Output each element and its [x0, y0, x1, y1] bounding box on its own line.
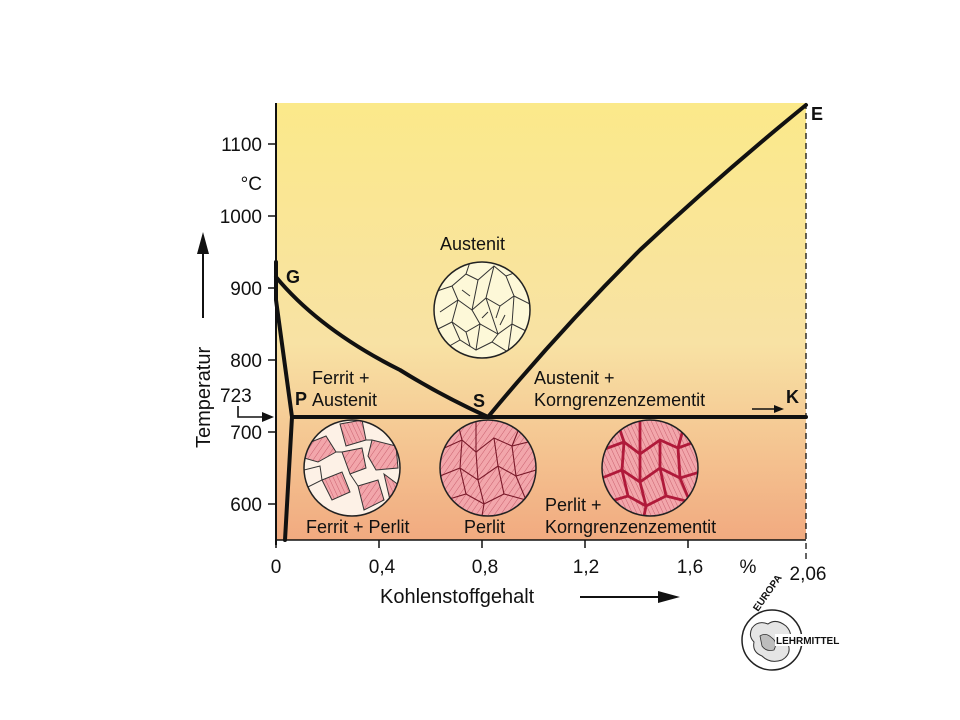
region-label-austenit: Austenit	[440, 234, 505, 254]
x-tick-label-1-2: 1,2	[573, 557, 599, 578]
micrograph-perlit-korngrenzenzementit	[601, 419, 699, 517]
line-s-e	[486, 103, 808, 419]
logo-top-text: EUROPA	[751, 573, 784, 614]
y-tick-label-600: 600	[230, 495, 262, 516]
y-tick-label-800: 800	[230, 351, 262, 372]
y-tick-label-1100: 1100	[221, 135, 262, 156]
region-label-ferrit-austenit-1: Ferrit +	[312, 368, 370, 388]
region-label-ferrit-austenit-2: Austenit	[312, 390, 377, 410]
x-tick-label-1-6: 1,6	[677, 557, 703, 578]
europa-lehrmittel-logo: EUROPA LEHRMITTEL	[741, 573, 841, 671]
x-tick-label-2-06: 2,06	[790, 564, 827, 585]
y-unit-label: °C	[241, 174, 262, 195]
y-axis-title: Temperatur	[193, 347, 215, 448]
phase-lines	[274, 103, 808, 542]
marker-723-arrow	[237, 406, 262, 418]
point-p-label: P	[295, 389, 307, 409]
line-p-solvus	[283, 415, 294, 542]
point-s-label: S	[473, 391, 485, 411]
logo-bottom-text: LEHRMITTEL	[776, 636, 839, 647]
x-tick-label-0-8: 0,8	[472, 557, 498, 578]
point-k-label: K	[786, 387, 799, 407]
region-label-perlit-korn-2: Korngrenzenzementit	[545, 517, 716, 537]
point-e-label: E	[811, 104, 823, 124]
marker-723-arrowhead	[262, 412, 274, 422]
x-axis-arrowhead	[658, 591, 680, 603]
y-tick-label-900: 900	[230, 279, 262, 300]
line-g-p	[274, 260, 294, 419]
region-label-austenit-korn-2: Korngrenzenzementit	[534, 390, 705, 410]
x-ticks	[275, 540, 689, 548]
x-tick-label-0-4: 0,4	[369, 557, 396, 578]
region-label-ferrit-perlit: Ferrit + Perlit	[306, 517, 410, 537]
y-tick-label-700: 700	[230, 423, 262, 444]
region-label-perlit-korn-1: Perlit +	[545, 495, 602, 515]
y-ticks	[268, 143, 276, 505]
region-label-austenit-korn-1: Austenit +	[534, 368, 615, 388]
point-g-label: G	[286, 267, 300, 287]
k-arrowhead	[774, 405, 784, 413]
marker-723-label: 723	[220, 386, 252, 407]
region-label-perlit: Perlit	[464, 517, 505, 537]
x-unit-label: %	[740, 557, 757, 578]
y-tick-label-1000: 1000	[220, 207, 262, 228]
x-tick-label-0: 0	[271, 557, 282, 578]
micrograph-austenit	[433, 261, 531, 359]
line-g-s	[274, 275, 490, 419]
y-axis-arrowhead	[197, 232, 209, 254]
micrograph-ferrit-perlit	[303, 419, 401, 517]
micrograph-perlit	[439, 419, 537, 517]
x-axis-title: Kohlenstoffgehalt	[380, 586, 535, 608]
